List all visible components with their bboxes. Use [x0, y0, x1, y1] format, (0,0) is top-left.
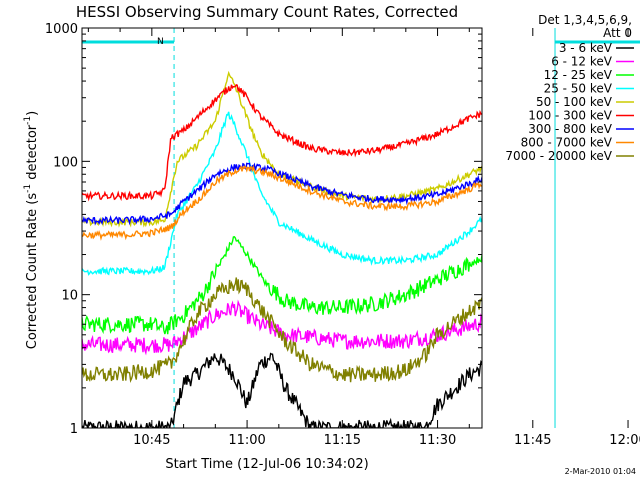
- x-tick-label: 11:45: [514, 433, 551, 448]
- legend-label: 100 - 300 keV: [528, 109, 612, 123]
- x-tick-label: 11:00: [228, 433, 265, 448]
- x-tick-label: 10:45: [133, 433, 170, 448]
- y-axis-label-sup2: -1: [23, 116, 33, 125]
- y-tick-label: 100: [53, 155, 78, 170]
- y-axis-label: Corrected Count Rate (s-1 detector-1): [23, 111, 40, 349]
- footer-date: 2-Mar-2010 01:04: [565, 467, 636, 476]
- series-line-1: [82, 299, 482, 356]
- annotation-bar-label: N: [157, 37, 164, 47]
- x-tick-label: 11:30: [419, 433, 456, 448]
- plot-frame: [81, 27, 483, 429]
- y-axis-label-end: ): [25, 111, 40, 116]
- legend-label: 7000 - 20000 keV: [505, 149, 612, 163]
- chart-title: HESSI Observing Summary Count Rates, Cor…: [76, 3, 458, 21]
- series-line-4: [82, 70, 482, 228]
- legend-header-line2: Att 0: [603, 26, 632, 40]
- y-axis-label-mid: detector: [25, 124, 40, 184]
- legend-label: 300 - 800 keV: [528, 122, 612, 136]
- y-tick-label: 1: [70, 422, 78, 437]
- series-line-5: [82, 84, 482, 202]
- series-line-8: [82, 277, 482, 383]
- y-axis-label-sup1: -1: [23, 184, 33, 193]
- series-line-7: [82, 164, 482, 241]
- legend-label: 3 - 6 keV: [559, 41, 613, 55]
- legend-label: 800 - 7000 keV: [521, 136, 613, 150]
- legend-label: 50 - 100 keV: [536, 95, 613, 109]
- series-line-2: [82, 236, 482, 335]
- y-axis-label-main: Corrected Count Rate (s: [25, 193, 40, 350]
- x-ticks: 10:45 11:00 11:15 11:30 11:45 12:00: [87, 28, 640, 448]
- legend-label: 25 - 50 keV: [544, 82, 613, 96]
- x-axis-label: Start Time (12-Jul-06 10:34:02): [165, 457, 368, 472]
- legend-label: 12 - 25 keV: [544, 68, 613, 82]
- series-line-6: [82, 162, 482, 226]
- plot-axes: [81, 27, 483, 429]
- y-tick-label: 1000: [45, 22, 78, 37]
- series-line-0: [82, 352, 482, 428]
- series-lines: [82, 70, 482, 428]
- legend-header-line1: Det 1,3,4,5,6,9,: [538, 13, 632, 27]
- y-ticks: 1 10 100 1000: [45, 22, 482, 437]
- x-tick-label: 12:00: [609, 433, 640, 448]
- legend-label: 6 - 12 keV: [551, 55, 613, 69]
- y-tick-label: 10: [61, 289, 78, 304]
- x-tick-label: 11:15: [324, 433, 361, 448]
- series-line-3: [82, 111, 482, 277]
